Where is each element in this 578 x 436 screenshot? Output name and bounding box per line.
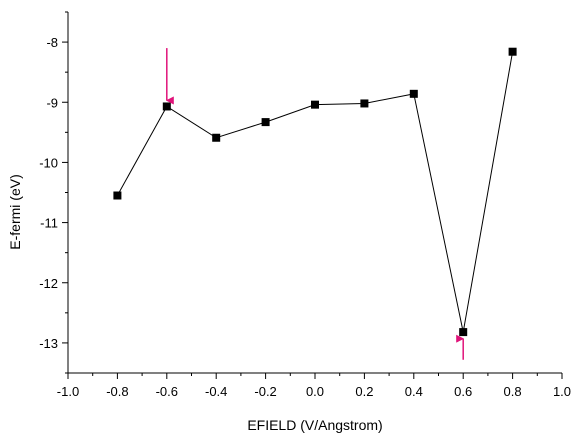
x-tick-label: -0.8 — [106, 384, 128, 399]
y-axis-ticks: -13 -12 -11 -10 -9 -8 — [39, 11, 68, 374]
data-points — [113, 47, 517, 337]
y-tick-label: -11 — [40, 216, 58, 231]
data-point — [162, 102, 171, 111]
data-point — [360, 99, 369, 108]
x-tick-label: -0.4 — [205, 384, 227, 399]
y-tick-label: -8 — [46, 35, 58, 50]
x-tick-label: -1.0 — [57, 384, 79, 399]
y-axis-label: E-fermi (eV) — [7, 174, 23, 249]
x-axis-label: EFIELD (V/Angstrom) — [247, 417, 382, 433]
x-axis-ticks: -1.0 -0.8 -0.6 -0.4 -0.2 0.0 0.2 0.4 0.6 0.8 1.0 — [57, 373, 571, 399]
x-tick-label: 0.2 — [355, 384, 373, 399]
x-tick-label: 0.4 — [405, 384, 423, 399]
data-point — [459, 328, 468, 337]
y-tick-label: -10 — [39, 155, 58, 170]
data-point — [508, 47, 517, 56]
y-tick-label: -13 — [39, 336, 58, 351]
y-tick-label: -9 — [46, 95, 58, 110]
x-tick-label: -0.2 — [254, 384, 276, 399]
data-point — [311, 100, 319, 109]
annotation-arrows — [165, 48, 465, 360]
y-tick-label: -12 — [39, 276, 58, 291]
x-tick-label: 0.8 — [504, 384, 522, 399]
x-tick-label: -0.6 — [156, 384, 178, 399]
data-point — [113, 191, 122, 200]
data-point — [212, 133, 221, 142]
series-line — [116, 51, 514, 333]
x-tick-label: 1.0 — [553, 384, 571, 399]
x-tick-label: 0.0 — [306, 384, 324, 399]
data-point — [261, 118, 270, 127]
data-point — [409, 89, 418, 98]
x-tick-label: 0.6 — [454, 384, 472, 399]
